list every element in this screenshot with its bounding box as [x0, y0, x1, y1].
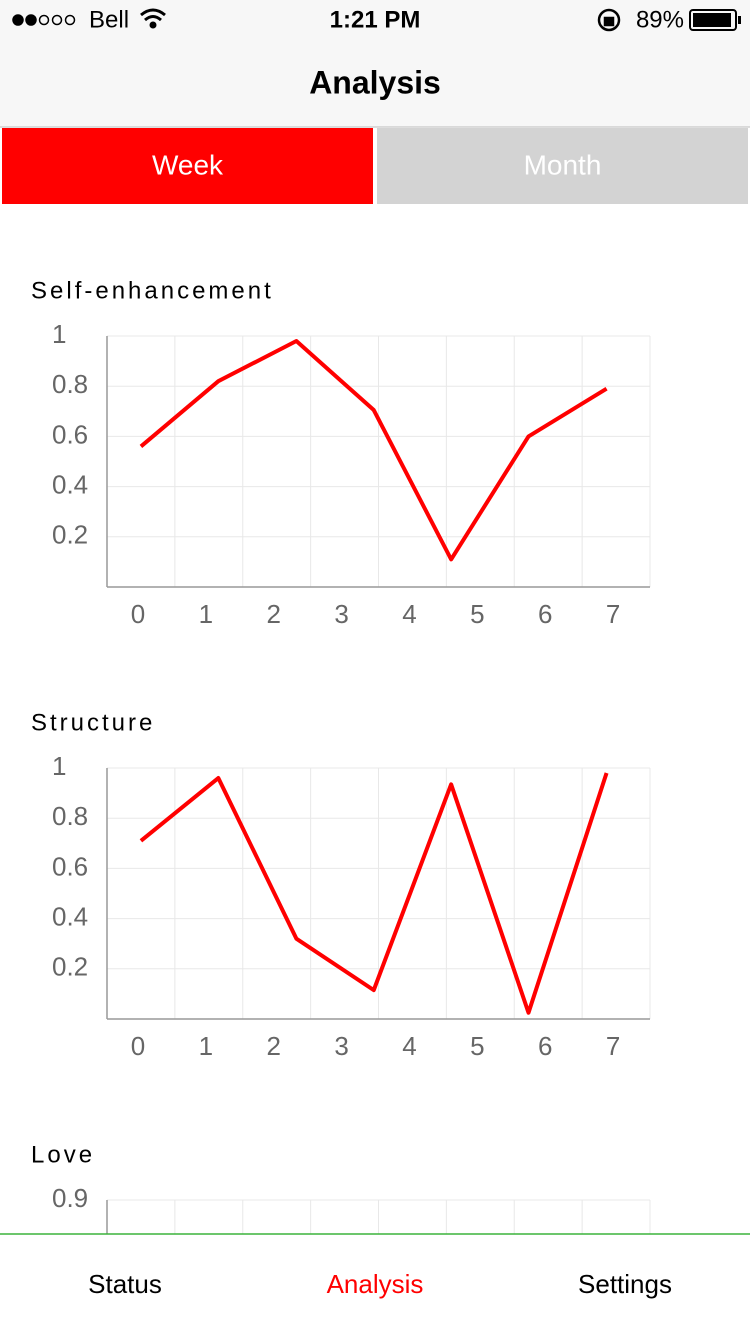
x-tick-label: 6	[538, 1031, 552, 1061]
lock-icon	[597, 8, 621, 32]
chart-title: Structure	[31, 709, 155, 736]
chart: Self-enhancement 0.2 0.4 0.6 0.8 1 0 1 2 3 4 5 6 7	[31, 277, 651, 629]
x-tick-label: 6	[538, 599, 552, 629]
y-tick-label: 0.6	[52, 419, 88, 449]
wifi-icon	[140, 8, 166, 29]
y-tick-label: 1	[52, 751, 66, 781]
x-tick-label: 3	[334, 1031, 348, 1061]
battery-icon	[689, 9, 741, 31]
y-tick-label: 0.8	[52, 801, 88, 831]
y-tick-label: 1	[52, 319, 66, 349]
x-tick-label: 1	[199, 1031, 213, 1061]
nav-title: Analysis	[309, 64, 441, 100]
x-tick-label: 2	[266, 599, 280, 629]
y-tick-label: 0.4	[52, 469, 88, 499]
y-tick-label: 0.8	[52, 369, 88, 399]
chart-title: Self-enhancement	[31, 277, 274, 304]
chart: Love 0.9	[31, 1141, 651, 1234]
x-tick-label: 4	[402, 599, 416, 629]
x-tick-label: 7	[606, 599, 620, 629]
x-tick-label: 3	[334, 599, 348, 629]
x-tick-label: 5	[470, 1031, 484, 1061]
line-series	[139, 339, 608, 562]
segment-label: Week	[152, 149, 224, 180]
battery-percent: 89%	[636, 6, 684, 33]
y-tick-label: 0.9	[52, 1183, 88, 1213]
tab-item[interactable]: Analysis	[327, 1269, 424, 1299]
time: 1:21 PM	[330, 6, 421, 33]
y-tick-label: 0.2	[52, 520, 88, 550]
y-tick-label: 0.4	[52, 901, 88, 931]
line-series	[139, 772, 609, 1015]
tab-item[interactable]: Settings	[578, 1269, 672, 1299]
y-tick-label: 0.2	[52, 952, 88, 982]
segment-button[interactable]	[377, 128, 748, 204]
x-tick-label: 0	[131, 599, 145, 629]
chart-title: Love	[31, 1141, 95, 1168]
x-tick-label: 2	[266, 1031, 280, 1061]
x-tick-label: 4	[402, 1031, 416, 1061]
x-tick-label: 0	[131, 1031, 145, 1061]
x-tick-label: 1	[199, 599, 213, 629]
x-tick-label: 7	[606, 1031, 620, 1061]
signal	[12, 14, 76, 26]
y-tick-label: 0.6	[52, 851, 88, 881]
chart: Structure 0.2 0.4 0.6 0.8 1 0 1 2 3 4 5 6 7	[31, 709, 651, 1061]
x-tick-label: 5	[470, 599, 484, 629]
top-bar-bg	[0, 0, 750, 127]
segment-label: Month	[524, 149, 602, 180]
carrier: Bell	[89, 6, 129, 33]
tab-item[interactable]: Status	[88, 1269, 162, 1299]
segment-button[interactable]	[2, 128, 373, 204]
